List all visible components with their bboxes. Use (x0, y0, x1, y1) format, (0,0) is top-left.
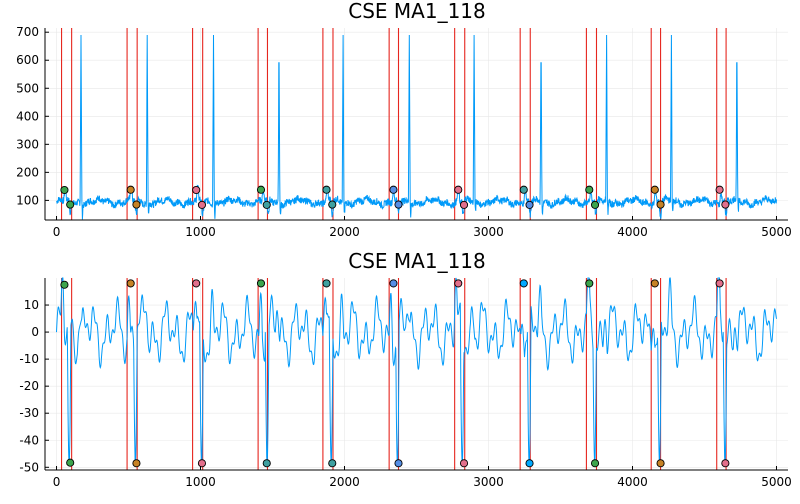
annotation-point (656, 200, 665, 209)
y-tick-label: 400 (16, 109, 39, 123)
annotation-point (525, 200, 534, 209)
annotation-point (650, 279, 659, 288)
annotation-point (459, 200, 469, 209)
annotation-point (459, 459, 469, 468)
annotation-point (262, 459, 271, 468)
annotation-point (715, 279, 724, 288)
x-tick-label: 5000 (761, 225, 792, 239)
annotation-point (519, 279, 528, 288)
filtered-ecg-panel: CSE MA1_118 0 1000 2000 3000 4000 5000 -50 -40 -… (19, 249, 791, 489)
annotation-point (132, 200, 141, 209)
y-tick-label: 10 (24, 298, 39, 312)
y-tick-label: -50 (19, 460, 39, 474)
y-tick-label: 700 (16, 25, 39, 39)
x-tick-label: 1000 (185, 225, 216, 239)
annotation-point (519, 185, 528, 194)
y-tick-label: -30 (19, 406, 39, 420)
annotation-point (721, 459, 730, 468)
y-tick-label: 200 (16, 165, 39, 179)
y-tick-label: 500 (16, 81, 39, 95)
annotation-point (66, 200, 75, 209)
annotation-point (256, 185, 266, 194)
y-tick-label: 0 (31, 325, 39, 339)
annotation-point (328, 200, 337, 209)
annotation-point (132, 459, 141, 468)
y-tick-label: 300 (16, 137, 39, 151)
annotation-point (585, 185, 594, 194)
annotation-point (656, 459, 665, 468)
raw-ecg-title: CSE MA1_118 (348, 0, 486, 23)
annotation-point (591, 200, 600, 209)
x-tick-label: 5000 (761, 475, 792, 489)
annotation-point (192, 279, 201, 288)
x-tick-label: 0 (53, 225, 61, 239)
annotation-point (721, 200, 730, 209)
x-tick-label: 2000 (329, 475, 360, 489)
x-tick-label: 3000 (473, 225, 504, 239)
y-tick-label: -40 (19, 433, 39, 447)
x-tick-label: 0 (53, 475, 61, 489)
annotation-point (454, 279, 463, 288)
annotation-point (389, 185, 398, 194)
ecg-signal-line (56, 277, 777, 464)
annotation-point (322, 185, 331, 194)
annotation-point (650, 185, 659, 194)
annotation-point (126, 279, 135, 288)
annotation-point (66, 458, 75, 467)
annotation-point (322, 279, 331, 288)
annotation-point (715, 185, 724, 194)
annotation-point (389, 279, 398, 288)
raw-ecg-panel: CSE MA1_118 0 1000 2000 3000 4000 5000 100 200 3… (16, 0, 792, 239)
annotation-point (192, 185, 201, 195)
annotation-point (328, 459, 337, 468)
annotation-point (197, 459, 207, 468)
annotation-point (262, 200, 271, 209)
annotation-point (60, 185, 69, 195)
annotation-point (126, 185, 135, 194)
x-tick-label: 4000 (617, 225, 648, 239)
filtered-ecg-title: CSE MA1_118 (348, 249, 486, 273)
x-tick-label: 3000 (473, 475, 504, 489)
annotation-point (525, 459, 534, 468)
annotation-point (60, 280, 69, 289)
ecg-signal-line (56, 34, 777, 220)
x-tick-label: 4000 (617, 475, 648, 489)
annotation-point (394, 200, 403, 209)
x-tick-label: 2000 (329, 225, 360, 239)
annotation-point (454, 185, 463, 194)
annotation-point (197, 200, 207, 209)
annotation-point (591, 459, 600, 468)
annotation-point (394, 459, 403, 468)
y-tick-label: -10 (19, 352, 39, 366)
y-tick-label: -20 (19, 379, 39, 393)
y-tick-label: 600 (16, 53, 39, 67)
annotation-point (256, 279, 266, 288)
annotation-point (585, 279, 594, 288)
x-tick-label: 1000 (185, 475, 216, 489)
y-tick-label: 100 (16, 193, 39, 207)
